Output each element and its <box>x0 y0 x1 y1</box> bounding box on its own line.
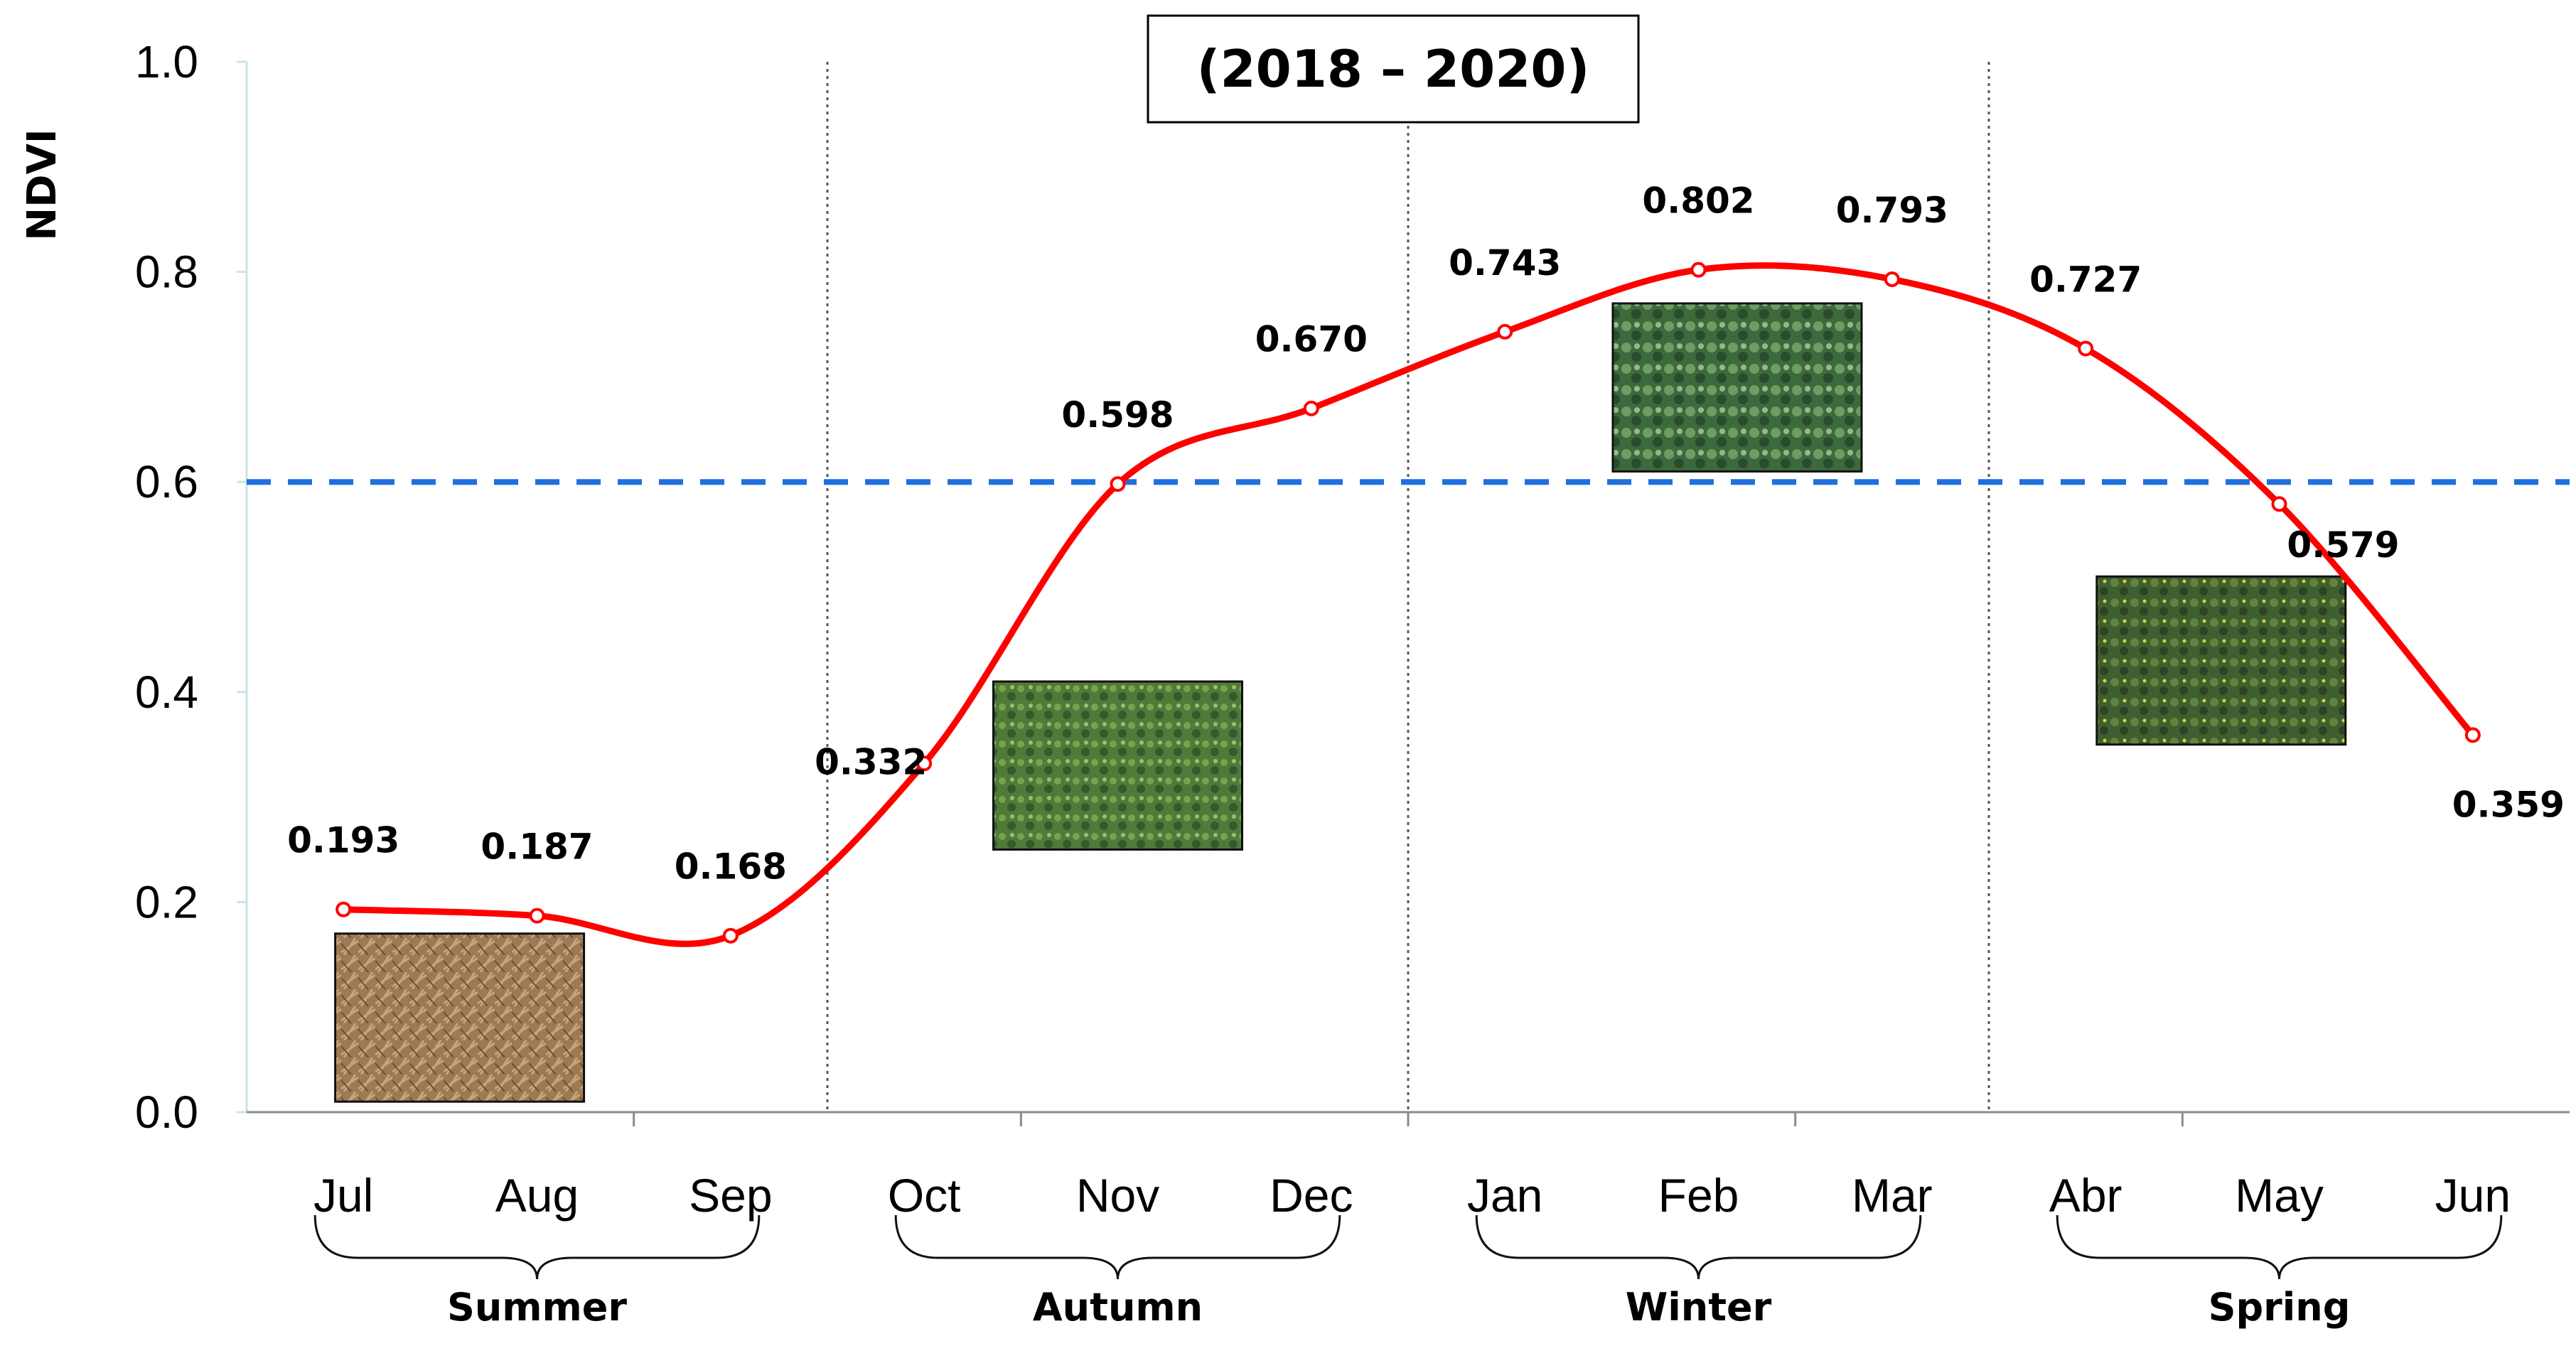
green-pasture-photo <box>992 680 1243 851</box>
point-jul <box>336 901 352 917</box>
month-label-jun: Jun <box>2435 1169 2511 1222</box>
month-label-feb: Feb <box>1658 1169 1739 1222</box>
y-axis-title: NDVI <box>19 129 65 241</box>
data-label-aug: 0.187 <box>481 826 593 868</box>
month-label-nov: Nov <box>1076 1169 1159 1222</box>
point-oct <box>916 755 933 772</box>
y-tick-label: 1.0 <box>135 36 198 87</box>
dry-grass-photo <box>334 932 586 1103</box>
data-label-jan: 0.743 <box>1449 242 1561 284</box>
series-group <box>336 262 2481 947</box>
season-brace-spring <box>2056 1214 2503 1280</box>
x-axis-labels: Jul Aug Sep Oct Nov Dec Jan Feb Mar Abr May Jun <box>313 1169 2511 1222</box>
month-label-mar: Mar <box>1852 1169 1933 1222</box>
season-brace-summer <box>313 1214 761 1280</box>
data-label-mar: 0.793 <box>1836 190 1948 231</box>
season-label-summer: Summer <box>447 1285 627 1330</box>
season-label-winter: Winter <box>1626 1285 1772 1330</box>
y-tick-label: 0.0 <box>135 1087 198 1138</box>
month-label-jan: Jan <box>1467 1169 1542 1222</box>
flowering-pasture-photo <box>2095 575 2347 746</box>
data-label-oct: 0.332 <box>815 741 927 782</box>
dense-clover-photo <box>1611 302 1863 473</box>
y-tick-label: 0.6 <box>135 456 198 507</box>
point-mar <box>1884 271 1900 287</box>
point-jun <box>2464 727 2481 743</box>
point-jan <box>1497 323 1513 340</box>
month-label-oct: Oct <box>888 1169 961 1222</box>
title-box: (2018 – 2020) <box>1147 14 1640 124</box>
chart-title: (2018 – 2020) <box>1197 39 1590 99</box>
season-separators <box>826 62 1990 1112</box>
month-label-jul: Jul <box>313 1169 373 1222</box>
photos <box>334 302 2347 1103</box>
point-may <box>2271 496 2287 512</box>
point-feb <box>1690 262 1707 278</box>
data-label-sep: 0.168 <box>675 846 787 888</box>
data-label-dec: 0.670 <box>1255 319 1368 360</box>
data-label-feb: 0.802 <box>1642 181 1754 222</box>
point-aug <box>529 907 545 924</box>
season-brace-autumn <box>894 1214 1341 1280</box>
point-nov <box>1110 476 1126 492</box>
y-tick-label: 0.8 <box>135 247 198 298</box>
y-tick-label: 0.4 <box>135 667 198 718</box>
month-label-dec: Dec <box>1270 1169 1353 1222</box>
data-labels: 0.193 0.187 0.168 0.332 0.598 0.670 0.743 0.802… <box>287 181 2565 888</box>
month-label-abr: Abr <box>2049 1169 2122 1222</box>
month-label-may: May <box>2235 1169 2324 1222</box>
season-label-spring: Spring <box>2209 1285 2351 1330</box>
y-tick-label: 0.2 <box>135 876 198 927</box>
data-label-jul: 0.193 <box>287 820 399 861</box>
season-label-autumn: Autumn <box>1033 1285 1203 1330</box>
month-label-sep: Sep <box>689 1169 772 1222</box>
data-label-may: 0.579 <box>2287 524 2399 566</box>
data-label-jun: 0.359 <box>2452 784 2565 825</box>
point-sep <box>722 927 739 944</box>
season-brace-winter <box>1475 1214 1922 1280</box>
data-label-nov: 0.598 <box>1061 394 1174 436</box>
point-dec <box>1303 400 1319 416</box>
data-label-abr: 0.727 <box>2029 259 2142 300</box>
point-abr <box>2078 340 2094 357</box>
month-label-aug: Aug <box>495 1169 579 1222</box>
axes: 0.0 0.2 0.4 0.6 0.8 1.0 <box>135 36 2570 1138</box>
season-braces: Summer Autumn Winter Spring <box>313 1214 2503 1330</box>
